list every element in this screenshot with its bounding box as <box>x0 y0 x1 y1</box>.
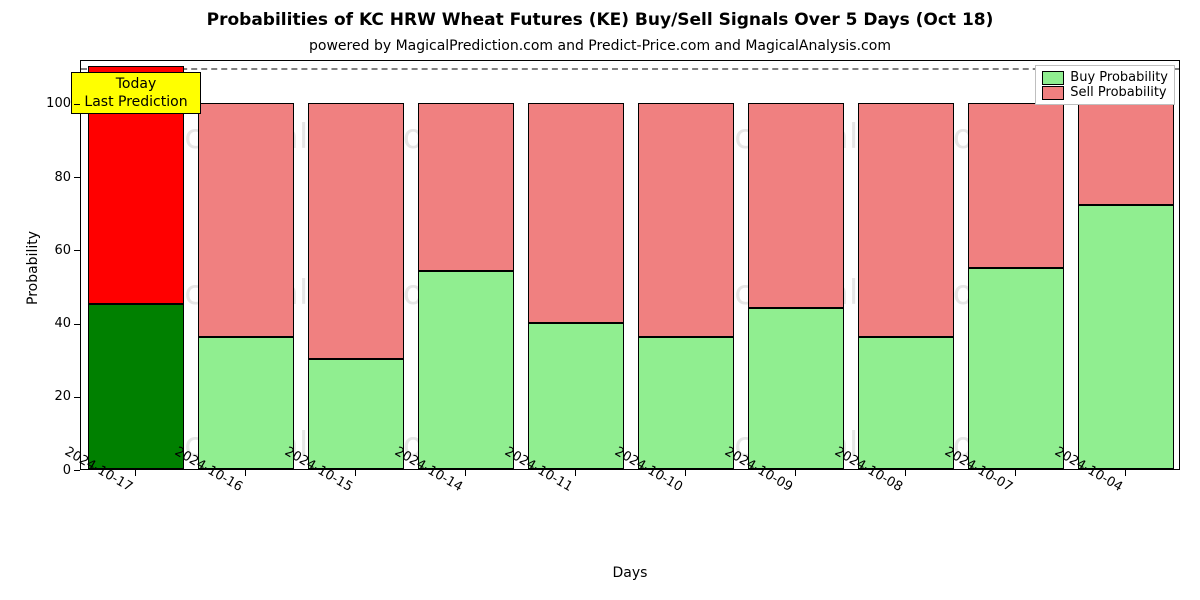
ytick-label: 40 <box>35 316 71 331</box>
plot-area: MagicalAnalysis.comMagicalAnalysis.comMa… <box>80 60 1180 470</box>
ytick-mark <box>74 397 80 398</box>
legend-label: Sell Probability <box>1070 85 1166 100</box>
legend-swatch <box>1042 71 1064 85</box>
annotation-line2: Last Prediction <box>78 93 194 111</box>
annotation-line1: Today <box>78 75 194 93</box>
ytick-mark <box>74 470 80 471</box>
xtick-mark <box>135 470 136 476</box>
xtick-mark <box>905 470 906 476</box>
ytick-label: 100 <box>35 96 71 111</box>
ytick-mark <box>74 324 80 325</box>
bar-group <box>638 59 735 469</box>
bar-sell <box>308 103 405 359</box>
xtick-mark <box>245 470 246 476</box>
bar-group <box>1078 59 1175 469</box>
xtick-mark <box>795 470 796 476</box>
bar-sell <box>638 103 735 337</box>
legend-item: Buy Probability <box>1042 70 1168 85</box>
bar-group <box>198 59 295 469</box>
ytick-mark <box>74 250 80 251</box>
bar-sell <box>528 103 625 323</box>
chart-subtitle: powered by MagicalPrediction.com and Pre… <box>0 38 1200 54</box>
today-annotation: Today Last Prediction <box>71 72 201 114</box>
bar-sell <box>198 103 295 337</box>
ytick-label: 20 <box>35 389 71 404</box>
bar-group <box>748 59 845 469</box>
chart-title: Probabilities of KC HRW Wheat Futures (K… <box>0 10 1200 30</box>
bar-sell <box>1078 103 1175 206</box>
xtick-mark <box>355 470 356 476</box>
xtick-mark <box>575 470 576 476</box>
ytick-label: 80 <box>35 170 71 185</box>
bar-group <box>88 59 185 469</box>
ytick-mark <box>74 104 80 105</box>
xtick-mark <box>685 470 686 476</box>
xtick-mark <box>465 470 466 476</box>
bar-group <box>418 59 515 469</box>
legend: Buy ProbabilitySell Probability <box>1035 65 1175 105</box>
ytick-label: 0 <box>35 463 71 478</box>
bar-group <box>308 59 405 469</box>
bar-sell <box>968 103 1065 268</box>
bar-group <box>968 59 1065 469</box>
bar-sell <box>418 103 515 271</box>
legend-item: Sell Probability <box>1042 85 1168 100</box>
legend-swatch <box>1042 86 1064 100</box>
legend-label: Buy Probability <box>1070 70 1168 85</box>
ytick-label: 60 <box>35 243 71 258</box>
x-axis-label: Days <box>80 565 1180 581</box>
bar-sell <box>748 103 845 308</box>
xtick-mark <box>1015 470 1016 476</box>
bar-group <box>528 59 625 469</box>
bar-buy <box>1078 205 1175 469</box>
bar-group <box>858 59 955 469</box>
bar-sell <box>858 103 955 337</box>
ytick-mark <box>74 177 80 178</box>
xtick-mark <box>1125 470 1126 476</box>
